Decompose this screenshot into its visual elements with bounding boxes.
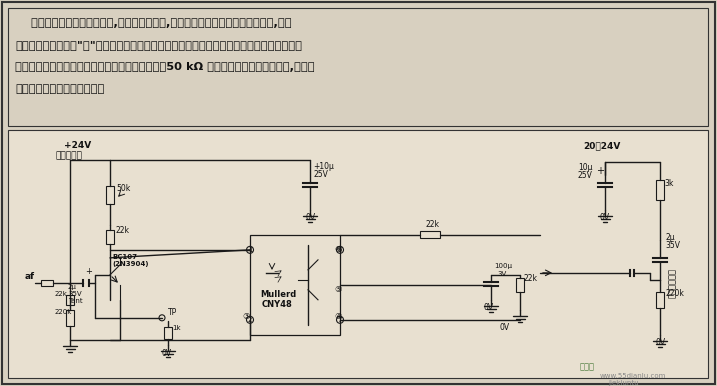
Bar xyxy=(420,231,440,239)
Bar xyxy=(656,180,664,200)
Text: af: af xyxy=(25,272,35,281)
Text: 低电平信号不受交流"嗡"声的干扰。本电路可用在产生高质量声音和视频输出的调制器中。光: 低电平信号不受交流"嗡"声的干扰。本电路可用在产生高质量声音和视频输出的调制器中… xyxy=(15,40,302,50)
Bar xyxy=(106,186,114,204)
Text: 50k: 50k xyxy=(116,184,130,193)
Text: jiekluntu: jiekluntu xyxy=(608,380,639,386)
Bar xyxy=(66,310,74,326)
Text: ④: ④ xyxy=(334,312,342,321)
Text: 和失真之间取得最好的折衷。: 和失真之间取得最好的折衷。 xyxy=(15,84,105,94)
Bar xyxy=(66,295,74,305)
Text: 0V: 0V xyxy=(655,338,665,347)
Text: 22k: 22k xyxy=(425,220,439,229)
Bar xyxy=(8,8,708,126)
Text: TP: TP xyxy=(168,308,177,317)
Text: 10µ: 10µ xyxy=(578,163,592,172)
Text: 2µ: 2µ xyxy=(665,233,675,242)
Text: 220k: 220k xyxy=(55,309,72,315)
Text: (2N3904): (2N3904) xyxy=(112,261,148,267)
Text: 220k: 220k xyxy=(665,289,684,298)
Text: 2: 2 xyxy=(248,317,252,323)
Text: 22k: 22k xyxy=(55,291,68,297)
Text: 3k: 3k xyxy=(664,179,673,188)
Text: Tant: Tant xyxy=(68,298,82,304)
Text: 22k: 22k xyxy=(116,226,130,235)
Bar xyxy=(41,280,53,286)
Text: 35V: 35V xyxy=(665,241,680,250)
Text: 3V: 3V xyxy=(497,271,506,277)
Bar xyxy=(164,327,172,339)
Text: +: + xyxy=(596,166,604,176)
Text: 在电视机的音频馈入线路中,采用光电隔离器,可以防止电网频率的地电流的循环,保护: 在电视机的音频馈入线路中,采用光电隔离器,可以防止电网频率的地电流的循环,保护 xyxy=(15,18,292,28)
Text: www.55dianlu.com: www.55dianlu.com xyxy=(600,373,666,379)
Text: 2µ: 2µ xyxy=(68,284,77,290)
Text: 6: 6 xyxy=(338,247,342,253)
Text: 1: 1 xyxy=(248,247,252,253)
Text: 音频至预放器: 音频至预放器 xyxy=(668,268,677,298)
Text: ⑥: ⑥ xyxy=(334,245,342,254)
Text: 电隔离器使用光敏达林顿管和红外发光二极管。用50 kΩ 可变电阻器调节二极管电流,在噪声: 电隔离器使用光敏达林顿管和红外发光二极管。用50 kΩ 可变电阻器调节二极管电流… xyxy=(15,62,315,72)
Text: BC107: BC107 xyxy=(112,254,137,260)
Text: Mullerd: Mullerd xyxy=(260,290,296,299)
Text: +24V: +24V xyxy=(64,141,91,150)
Text: 22k: 22k xyxy=(524,274,538,283)
Text: 35V: 35V xyxy=(68,291,82,297)
Text: +10µ: +10µ xyxy=(313,162,334,171)
Text: +: + xyxy=(85,267,92,276)
Text: 0V: 0V xyxy=(162,349,172,358)
Bar xyxy=(106,230,114,244)
Text: 0V: 0V xyxy=(500,323,510,332)
Bar xyxy=(250,235,340,335)
Text: 来自调谐器: 来自调谐器 xyxy=(55,151,82,160)
Text: CNY48: CNY48 xyxy=(262,300,293,309)
Text: 0V: 0V xyxy=(600,213,610,222)
Bar xyxy=(656,292,664,308)
Text: 100µ: 100µ xyxy=(494,263,512,269)
Text: 0V: 0V xyxy=(483,303,493,312)
Text: 捷径图: 捷径图 xyxy=(580,363,595,372)
Text: 1k: 1k xyxy=(172,325,181,331)
Text: 25V: 25V xyxy=(578,171,593,180)
Text: 0V: 0V xyxy=(305,213,315,222)
Text: ③: ③ xyxy=(242,312,250,321)
Text: ⑤: ⑤ xyxy=(334,285,342,295)
Bar xyxy=(8,130,708,378)
Text: 20～24V: 20～24V xyxy=(583,141,620,150)
Text: 7: 7 xyxy=(338,317,342,323)
Bar xyxy=(516,278,524,292)
Text: 25V: 25V xyxy=(313,170,328,179)
